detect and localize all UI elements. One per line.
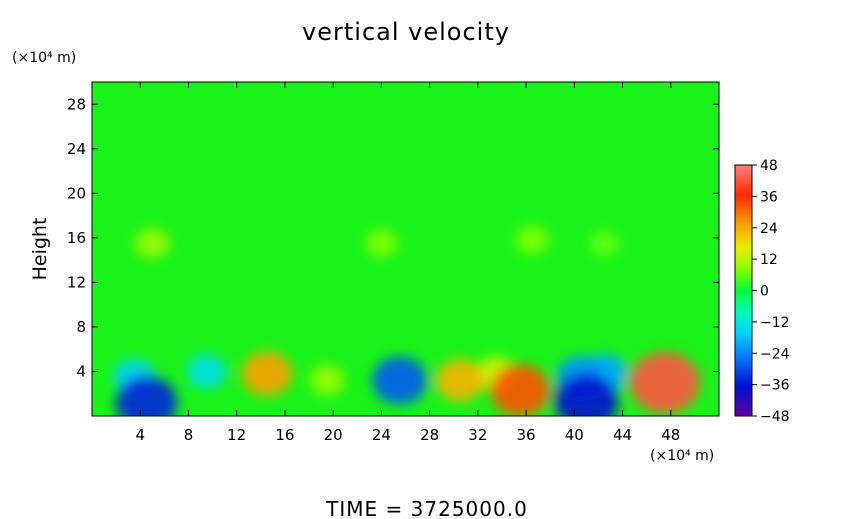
y-axis: 4 8 12 16 20 24 28 [67,95,719,380]
field-feature [115,375,177,416]
colorbar-ticks: 48 36 24 12 0 −12 −24 −36 −48 [752,158,790,425]
field-feature [515,226,549,255]
y-tick-label: 24 [67,140,86,158]
field-features [113,226,700,416]
x-axis: 4 8 12 16 20 24 28 32 36 40 44 48 [135,82,680,444]
colorbar-tick-label: −36 [760,378,790,394]
y-tick-label: 8 [76,318,86,336]
x-unit-label: (×10⁴ m) [650,448,714,464]
x-tick-label: 44 [613,426,632,444]
field-feature [241,351,293,396]
y-tick-label: 20 [67,184,86,202]
field-feature [589,230,620,257]
plot-frame [91,81,720,417]
time-footer: TIME = 3725000.0 [325,497,528,519]
field-feature [490,364,550,416]
colorbar-tick-label: −12 [760,315,790,331]
colorbar-tick-label: 12 [760,252,778,268]
field-feature [186,354,227,389]
x-tick-label: 40 [565,426,584,444]
field-feature [435,359,484,402]
colorbar-tick-label: −24 [760,346,790,362]
x-tick-label: 4 [135,426,145,444]
colorbar [734,164,753,417]
chart-title: vertical velocity [302,18,510,46]
colorbar-tick-label: 36 [760,189,778,205]
y-unit-label: (×10⁴ m) [12,50,76,66]
y-axis-label: Height [29,218,51,281]
x-tick-label: 16 [275,426,294,444]
field-feature [629,351,700,414]
y-tick-label: 4 [76,362,86,380]
field-feature [309,365,345,396]
colorbar-tick-label: 24 [760,221,778,237]
colorbar-tick-label: −48 [760,409,790,425]
field-feature [364,229,398,258]
x-tick-label: 20 [324,426,343,444]
x-tick-label: 36 [517,426,536,444]
field-feature [134,228,170,259]
field-feature [372,356,427,405]
colorbar-tick-label: 48 [760,158,778,174]
y-tick-label: 16 [67,229,86,247]
colorbar-tick-label: 0 [760,284,769,300]
x-tick-label: 48 [661,426,680,444]
y-tick-label: 12 [67,273,86,291]
field-feature [554,373,619,416]
x-tick-label: 12 [227,426,246,444]
x-tick-label: 24 [372,426,391,444]
x-tick-label: 28 [420,426,439,444]
y-tick-label: 28 [67,95,86,113]
x-tick-label: 32 [468,426,487,444]
x-tick-label: 8 [184,426,194,444]
